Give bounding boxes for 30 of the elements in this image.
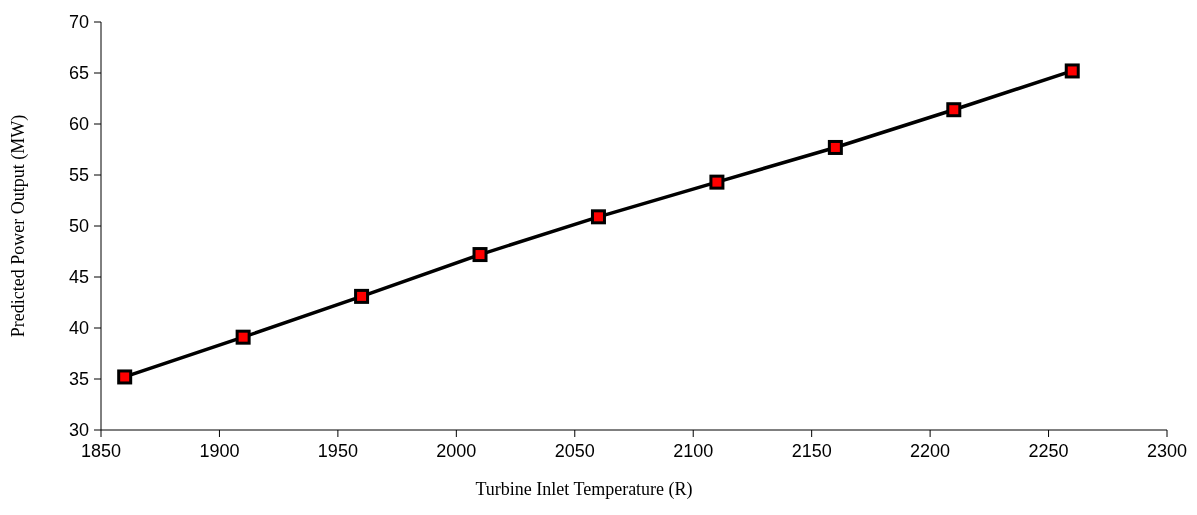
x-tick-label: 2250 (1028, 441, 1069, 461)
x-tick-label: 1900 (199, 441, 240, 461)
y-axis-title: Predicted Power Output (MW) (8, 114, 29, 338)
point (354, 288, 370, 304)
y-tick-label: 50 (68, 216, 89, 237)
y-tick-label: 60 (68, 114, 89, 135)
x-axis-title: Turbine Inlet Temperature (R) (475, 479, 693, 500)
point (117, 369, 133, 385)
point (472, 247, 488, 263)
point (709, 174, 725, 190)
x-tick-label: 2200 (910, 441, 951, 461)
x-tick-label: 2300 (1146, 441, 1188, 461)
x-tick-label: 2100 (673, 441, 714, 461)
y-tick-label: 45 (68, 267, 89, 288)
point (1064, 63, 1080, 79)
y-tick-label: 35 (68, 369, 89, 390)
x-tick-label: 1950 (317, 441, 358, 461)
x-tick-label: 2000 (436, 441, 477, 461)
y-tick-label: 70 (68, 12, 89, 33)
x-tick-label: 2150 (791, 441, 832, 461)
y-tick-label: 40 (68, 318, 89, 339)
y-tick-label: 55 (68, 165, 89, 186)
point (235, 329, 251, 345)
y-tick-label: 30 (68, 420, 89, 441)
point (946, 102, 962, 118)
point (590, 209, 606, 225)
x-tick-label: 1850 (80, 441, 122, 461)
x-tick-label: 2050 (554, 441, 595, 461)
point (827, 139, 843, 155)
y-tick-label: 65 (68, 63, 89, 84)
